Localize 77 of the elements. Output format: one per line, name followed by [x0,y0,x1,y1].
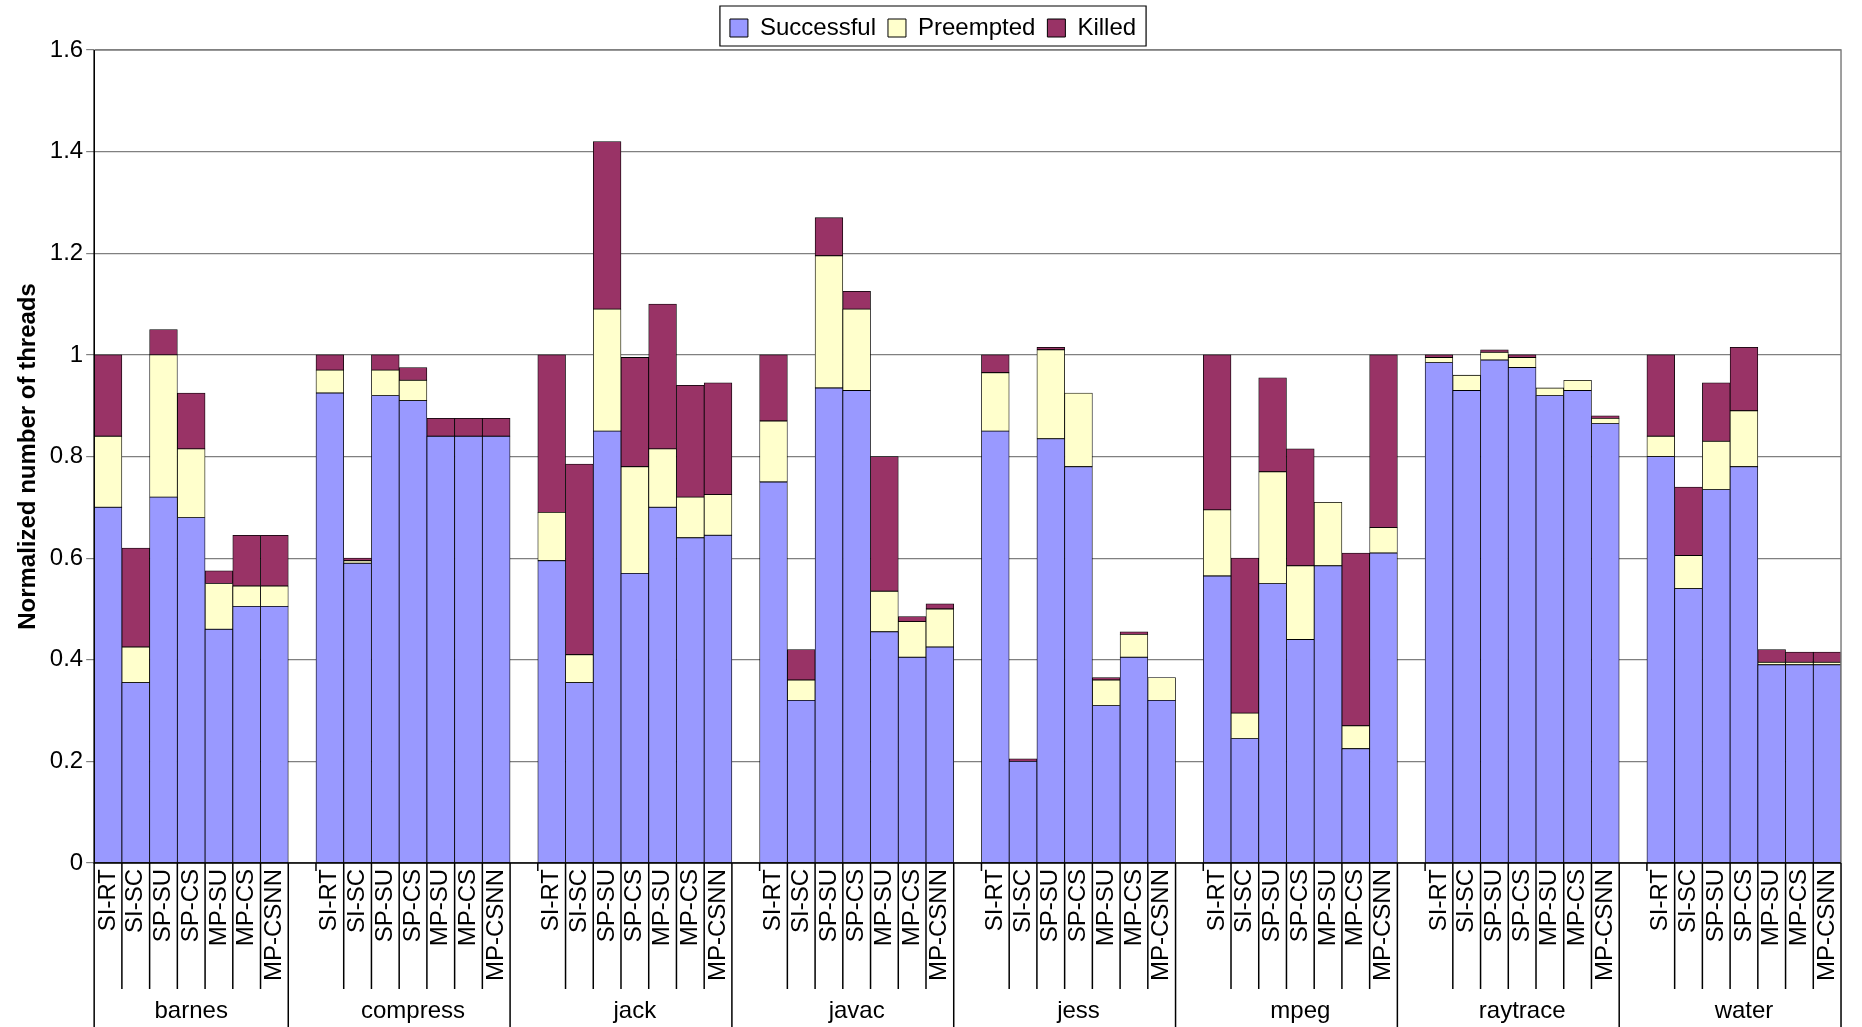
x-tick-label: MP-CS [1118,869,1146,947]
y-tick-label: 1 [69,339,84,367]
x-tick-label: SI-SC [1229,869,1257,934]
text: compress [361,995,466,1023]
x-tick-label: SI-RT [979,868,1007,932]
y-tick-label: 0.8 [49,441,84,469]
x-tick-label: MP-CSNN [1811,869,1839,981]
y-tick-label: 0.2 [49,746,84,773]
x-tick-label: SP-SU [1035,869,1063,943]
x-tick-label: MP-SU [1756,869,1784,947]
text: barnes [154,995,228,1023]
x-tick-label: MP-CSNN [702,869,730,981]
x-tick-label: SI-SC [785,869,813,934]
y-tick-label: 0.4 [49,644,84,672]
x-tick-label: MP-CSNN [1368,869,1396,981]
x-tick-label: SP-CS [619,869,647,943]
x-tick-label: SI-SC [1007,869,1035,934]
x-tick-label: MP-SU [869,869,897,947]
y-tick-label: 0.6 [49,542,84,570]
x-tick-label: MP-CS [1784,869,1812,947]
y-tick-label: 0 [69,847,84,875]
x-tick-label: SI-SC [120,869,148,934]
x-tick-label: SP-SU [1257,869,1285,943]
x-tick-label: SI-RT [1645,868,1673,932]
x-tick-label: SI-RT [1201,868,1229,932]
legend-label: Preempted [917,12,1036,40]
y-axis-title: Normalized number of threads [13,283,41,630]
text: jack [612,995,658,1023]
x-tick-label: SP-CS [1506,869,1534,943]
text: javac [827,995,885,1023]
legend-label: Killed [1077,12,1137,40]
x-tick-label: SP-SU [813,869,841,943]
x-tick-label: MP-CS [1340,869,1368,947]
y-tick-label: 1.6 [49,34,84,62]
x-tick-label: MP-CSNN [480,869,508,981]
x-tick-label: SI-RT [92,868,120,932]
x-tick-label: SP-CS [841,869,869,943]
x-tick-label: MP-CSNN [924,869,952,981]
x-tick-label: SP-SU [148,869,176,943]
text: mpeg [1270,995,1331,1023]
x-tick-label: SI-RT [314,868,342,932]
x-tick-label: SI-SC [564,869,592,934]
text: jess [1056,995,1100,1023]
x-tick-label: SP-CS [397,869,425,943]
x-tick-label: MP-SU [203,869,231,947]
legend-label: Successful [759,12,876,40]
x-tick-label: MP-CS [896,869,924,947]
x-tick-label: SP-CS [175,869,203,943]
x-tick-label: MP-CS [231,869,259,947]
text: water [1713,995,1774,1023]
x-tick-label: MP-CSNN [259,869,287,981]
x-tick-label: SI-RT [1423,868,1451,932]
x-tick-label: SI-SC [1673,869,1701,934]
x-tick-label: SP-CS [1063,869,1091,943]
x-tick-label: MP-SU [1534,869,1562,947]
x-tick-label: SI-SC [342,869,370,934]
x-tick-label: MP-CSNN [1589,869,1617,981]
x-tick-label: MP-CSNN [1146,869,1174,981]
x-tick-label: MP-SU [1090,869,1118,947]
x-tick-label: MP-SU [425,869,453,947]
x-tick-label: SP-SU [369,869,397,943]
x-tick-label: SI-RT [758,868,786,932]
y-tick-label: 1.2 [49,237,84,265]
y-tick-label: 1.4 [49,136,84,164]
text: raytrace [1478,995,1566,1023]
x-tick-label: MP-CS [1562,869,1590,947]
x-tick-label: MP-SU [1312,869,1340,947]
x-tick-label: SP-SU [591,869,619,943]
x-tick-label: MP-CS [674,869,702,947]
x-tick-label: SP-CS [1284,869,1312,943]
x-tick-label: SI-SC [1451,869,1479,934]
x-tick-label: SP-CS [1728,869,1756,943]
x-tick-label: SP-SU [1700,869,1728,943]
x-tick-label: MP-CS [453,869,481,947]
x-tick-label: MP-SU [647,869,675,947]
x-tick-label: SP-SU [1479,869,1507,943]
x-tick-label: SI-RT [536,868,564,932]
